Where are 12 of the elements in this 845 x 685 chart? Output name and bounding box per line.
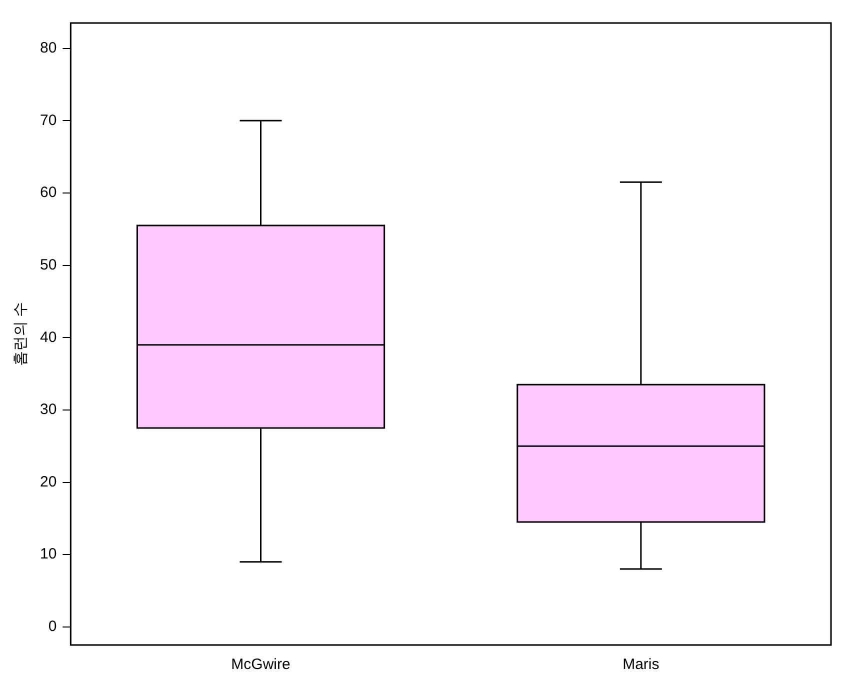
x-tick-label: McGwire — [231, 656, 290, 674]
y-tick-label: 40 — [40, 328, 57, 346]
x-tick-label: Maris — [622, 656, 660, 674]
y-tick-label: 0 — [48, 618, 57, 636]
y-tick-label: 80 — [40, 39, 57, 56]
y-tick-label: 30 — [40, 401, 57, 418]
y-axis-title: 홈런의 수 — [12, 302, 30, 366]
y-tick-label: 70 — [40, 112, 57, 129]
y-tick-label: 60 — [40, 184, 57, 202]
y-tick-label: 20 — [40, 473, 57, 490]
y-tick-label: 10 — [40, 546, 57, 563]
y-tick-label: 50 — [40, 256, 57, 274]
